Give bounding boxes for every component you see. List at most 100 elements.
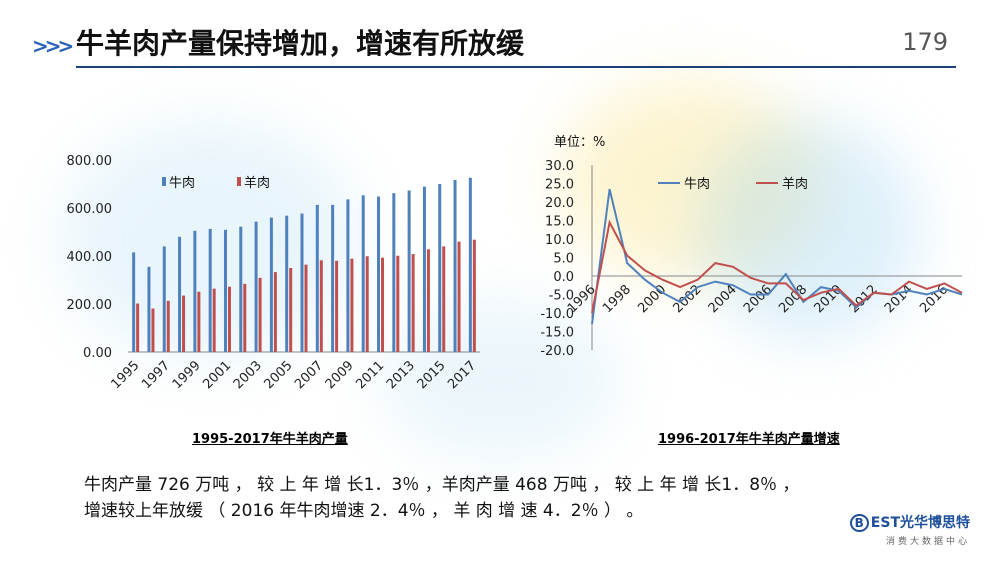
line-y-tick-label: 30.0: [545, 159, 574, 174]
bar-y-tick-label: 600.00: [67, 202, 113, 217]
bar-x-tick-label: 1997: [139, 358, 173, 392]
bar-x-tick-label: 1995: [108, 358, 142, 392]
bar-mutton: [258, 277, 262, 352]
bar-legend-label: 牛肉: [169, 176, 195, 191]
line-x-tick-label: 2014: [882, 282, 916, 316]
bar-beef: [453, 179, 457, 352]
line-chart-caption: 1996-2017年牛羊肉产量增速: [658, 432, 840, 447]
header-arrows-icon: >>>: [32, 34, 74, 58]
bar-mutton: [365, 256, 369, 352]
line-y-tick-label: -20.0: [540, 344, 574, 359]
page-number: 179: [902, 28, 948, 56]
bar-legend-swatch: [162, 177, 166, 186]
bar-beef: [377, 196, 381, 352]
bar-beef: [132, 252, 136, 352]
line-y-tick-label: 25.0: [545, 178, 574, 193]
bar-beef: [315, 204, 319, 352]
line-y-tick-label: 15.0: [545, 215, 574, 230]
bar-y-tick-label: 200.00: [67, 298, 113, 313]
bar-mutton: [273, 272, 277, 352]
line-legend-label: 羊肉: [782, 176, 808, 192]
line-chart: 单位：% -20.0 -15.0 -10.0 -5.0 0.0 5.0 10.0 15.0 20.…: [540, 135, 963, 359]
brand-block: B EST光华博思特 消费大数据中心: [849, 512, 970, 547]
bar-mutton: [166, 300, 170, 352]
title-divider: [76, 66, 956, 68]
line-x-tick-label: 2000: [635, 282, 669, 316]
bar-beef: [346, 199, 350, 352]
bar-mutton: [381, 257, 385, 352]
brand-name: B EST光华博思特: [849, 512, 970, 532]
page-title: 牛羊肉产量保持增加，增速有所放缓: [76, 27, 525, 60]
line-legend-label: 牛肉: [684, 177, 710, 192]
bar-beef: [300, 213, 304, 352]
line-x-tick-label: 2006: [741, 282, 775, 316]
bar-legend-swatch: [237, 177, 241, 186]
bar-mutton: [457, 241, 461, 352]
bar-chart-caption: 1995-2017年牛羊肉产量: [192, 432, 348, 447]
bar-beef: [285, 215, 289, 352]
bar-x-tick-label: 2001: [200, 358, 234, 392]
brand-logo-icon: B: [849, 514, 869, 532]
bar-mutton: [350, 258, 354, 352]
bar-beef: [407, 190, 411, 352]
bar-mutton: [304, 264, 308, 352]
bar-beef: [361, 195, 365, 352]
background-decoration: [560, 80, 820, 280]
line-x-tick-label: 2004: [706, 282, 740, 316]
background-decoration: [700, 120, 920, 340]
bar-mutton: [442, 246, 446, 352]
bar-mutton: [472, 239, 476, 352]
summary-line-1: 牛肉产量 726 万吨 ， 较 上 年 增 长1．3％ ，羊肉产量 468 万吨…: [84, 475, 800, 495]
bar-mutton: [319, 260, 323, 352]
bar-beef: [331, 204, 335, 352]
line-series-mutton: [591, 219, 963, 314]
bar-x-tick-label: 2003: [231, 358, 265, 392]
bar-legend-label: 羊肉: [244, 175, 270, 191]
bar-mutton: [289, 268, 293, 352]
bar-beef: [239, 226, 243, 352]
bar-beef: [193, 230, 197, 352]
bar-beef: [269, 217, 273, 352]
bar-mutton: [212, 288, 216, 352]
line-y-tick-label: -15.0: [540, 326, 574, 341]
bar-x-tick-label: 2017: [445, 358, 479, 392]
bar-mutton: [197, 291, 201, 352]
bar-y-tick-label: 0.00: [83, 346, 112, 361]
bar-x-tick-label: 2005: [262, 358, 296, 392]
bar-beef: [438, 184, 442, 352]
bar-x-tick-label: 2007: [292, 358, 326, 392]
bar-beef: [468, 177, 472, 352]
line-y-tick-label: 10.0: [545, 233, 574, 248]
bar-mutton: [396, 255, 400, 352]
line-y-tick-label: -5.0: [549, 289, 574, 304]
bar-mutton: [335, 260, 339, 352]
bar-x-tick-label: 2015: [415, 358, 449, 392]
bar-mutton: [151, 308, 155, 352]
brand-name-text: EST光华博思特: [870, 515, 970, 531]
summary-text: 牛肉产量 726 万吨 ， 较 上 年 增 长1．3％ ，羊肉产量 468 万吨…: [84, 472, 904, 524]
bar-y-tick-label: 400.00: [67, 250, 113, 265]
summary-line-2: 增速较上年放缓 （ 2016 年牛肉增速 2．4％ ， 羊 肉 增 速 4．2％…: [84, 501, 644, 521]
background-decoration: [380, 300, 620, 460]
bar-beef: [162, 246, 166, 352]
bar-beef: [147, 266, 151, 352]
bar-mutton: [411, 254, 415, 352]
bar-beef: [254, 221, 258, 352]
bar-y-tick-label: 800.00: [67, 154, 113, 169]
bar-beef: [208, 228, 212, 352]
bar-x-tick-label: 2013: [384, 358, 418, 392]
bar-mutton: [243, 283, 247, 352]
brand-subtitle: 消费大数据中心: [885, 537, 970, 547]
line-y-tick-label: 5.0: [553, 252, 574, 267]
line-y-tick-label: 0.0: [553, 270, 574, 285]
bar-beef: [392, 193, 396, 352]
bar-beef: [223, 229, 227, 352]
line-x-tick-label: 1998: [600, 282, 634, 316]
bar-mutton: [136, 303, 140, 352]
bar-x-tick-label: 2009: [323, 358, 357, 392]
bar-mutton: [182, 295, 186, 352]
line-y-tick-label: -10.0: [540, 307, 574, 322]
bar-mutton: [227, 286, 231, 352]
bar-x-tick-label: 2011: [353, 358, 387, 392]
